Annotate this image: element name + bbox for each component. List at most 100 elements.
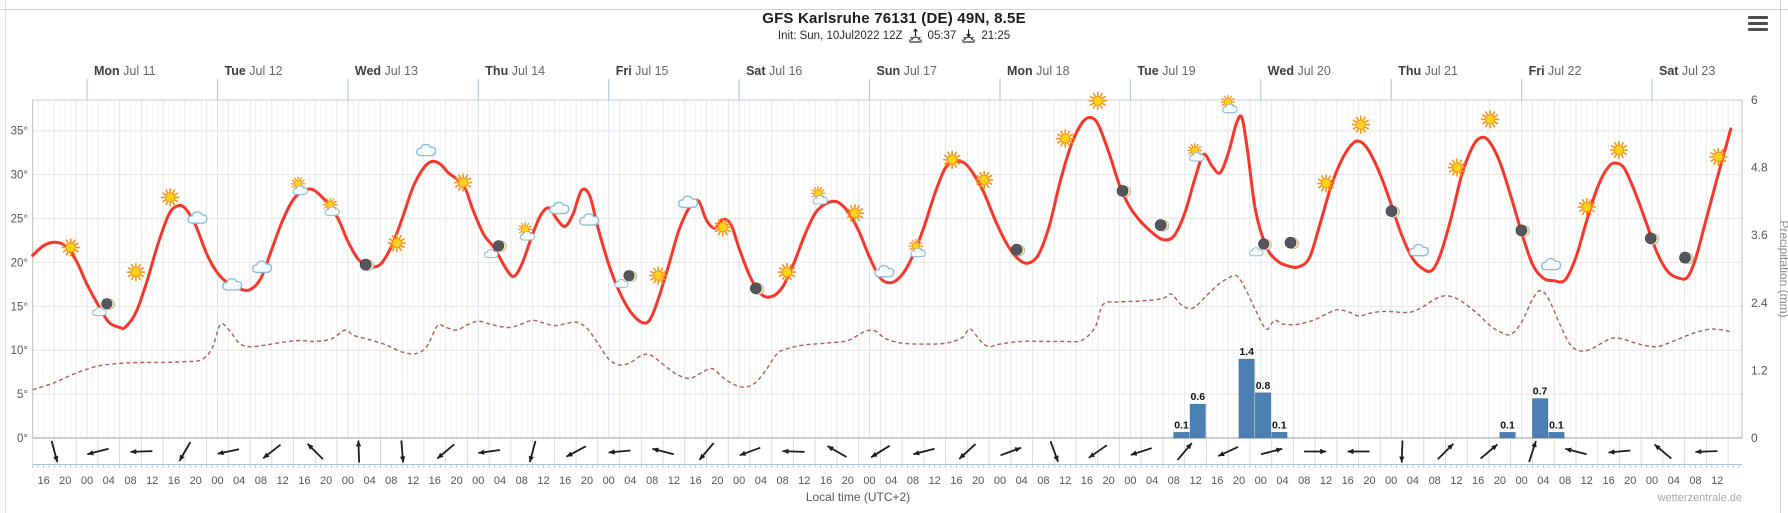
weather-icon-moon [1515,224,1530,237]
hour-label: 04 [624,475,636,487]
weather-icon-moon [749,282,765,295]
wind-arrow [1695,449,1718,455]
precip-bar [1189,403,1206,439]
hour-labels: 16 20 00 04 08 12 16 20 00 04 08 12 16 20 00 04 08 12 16 20… [37,475,1723,487]
weather-icon-moon-cloud [1249,238,1272,257]
plot-frame [32,99,1743,439]
hour-label: 04 [103,475,115,487]
page-top-border [0,9,1788,10]
hour-label: 08 [255,475,267,487]
precip-bar-label: 0.7 [1533,386,1548,398]
weather-icon-sun [1351,115,1371,134]
day-label: Sun Jul 17 [877,64,937,78]
hour-label: 04 [1668,475,1680,487]
hour-label: 04 [755,475,767,487]
weather-icons [61,91,1728,316]
precip-bar-label: 1.4 [1239,346,1254,358]
hour-label: 12 [1581,475,1593,487]
wind-arrow [739,446,761,457]
weather-icon-moon [359,258,375,272]
sunset-icon [962,29,976,43]
hour-label: 08 [385,475,397,487]
weather-icon-sun [126,262,146,282]
wind-arrow [958,443,977,460]
init-label: Init: Sun, 10Jul2022 12Z [777,29,903,42]
weather-icon-cloud [187,211,208,224]
wind-arrow [306,443,324,460]
wind-arrow [1176,442,1193,461]
wind-arrow [1088,444,1108,459]
weather-icon-sun [453,173,473,192]
temp-axis-tick-label: 20° [11,257,28,269]
day-columns: Mon Jul 11 Tue Jul 12 Wed Jul 13 Thu Jul 14… [86,64,1715,438]
weather-icon-sun [975,170,994,190]
day-label: Thu Jul 14 [485,64,545,78]
page-left-border [5,0,6,513]
hour-label: 12 [798,475,810,487]
hour-label: 12 [929,475,941,487]
hour-label: 00 [1515,475,1527,487]
hour-label: 16 [429,475,441,487]
wind-arrow [1130,447,1152,456]
hour-label: 12 [1059,475,1071,487]
hour-label: 20 [1363,475,1375,487]
wind-arrow [698,442,715,461]
hour-label: 00 [1646,475,1658,487]
wind-arrow [1399,440,1405,463]
weather-icon-sun-cloud [322,197,340,216]
day-label: Sat Jul 16 [746,64,802,78]
hour-label: 20 [320,475,332,487]
wind-arrow [1260,447,1283,456]
temp-axis-tick-label: 5° [17,389,28,401]
watermark[interactable]: wetterzentrale.de [1657,492,1742,504]
menu-icon[interactable] [1748,16,1768,34]
hour-label: 00 [342,475,354,487]
wind-arrow [782,448,805,454]
hour-label: 12 [1711,475,1723,487]
wind-arrow [1304,448,1327,455]
hour-label: 20 [972,475,984,487]
day-label: Tue Jul 12 [225,64,283,78]
hour-label: 08 [907,475,919,487]
hour-label: 16 [950,475,962,487]
weather-icon-moon-cloud [483,240,507,258]
weather-icon-cloud [579,213,600,226]
precip-bar-label: 0.6 [1190,391,1205,403]
temp-axis-tick-label: 35° [11,126,28,138]
weather-icon-cloud [1408,243,1430,257]
temp-axis-labels: 0° 5° 10° 15° 20° 25° 30° 35° [11,126,28,445]
wind-arrow [1217,446,1239,457]
weather-icon-sun [777,262,797,282]
wind-arrow [87,447,109,456]
precip-bar [1255,392,1271,439]
weather-icon-moon [1679,251,1694,265]
hour-label: 12 [537,475,549,487]
grid-horizontal [32,130,1742,395]
weather-icon-moon [1644,232,1660,245]
sunrise-icon [908,28,922,43]
hour-label: 16 [1342,475,1354,487]
precip-axis-tick-label: 6 [1751,93,1758,107]
wind-arrow [608,449,631,455]
sunrise-time: 05:37 [927,29,957,42]
hour-label: 16 [168,475,180,487]
precip-bar-label: 0.1 [1500,419,1515,431]
hour-label: 08 [1168,475,1180,487]
wind-arrow [130,449,153,455]
hour-label: 12 [1189,475,1201,487]
precip-bar-label: 0.1 [1549,419,1564,431]
hour-label: 08 [1689,475,1701,487]
wind-arrow [478,449,501,455]
hour-label: 04 [1016,475,1028,487]
day-label: Wed Jul 20 [1268,64,1331,78]
temp-axis-tick-label: 25° [11,214,28,226]
precip-bar [1532,398,1549,439]
hour-label: 04 [885,475,897,487]
wind-arrow [178,441,192,462]
precip-bar-label: 0.1 [1174,419,1189,431]
hour-label: 00 [994,475,1006,487]
wind-arrow [565,445,587,458]
hour-label: 12 [1450,475,1462,487]
precip-bars: 0.1 0.6 1.4 0.8 0.1 0.1 0.7 0.1 [1173,346,1565,439]
